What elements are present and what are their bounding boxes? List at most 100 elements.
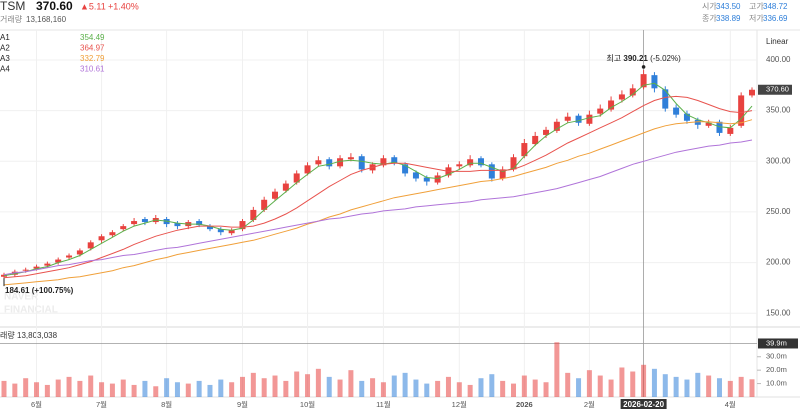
- candle-body: [326, 159, 333, 167]
- volume-bar: [337, 379, 343, 397]
- volume-bar: [294, 371, 300, 397]
- volume-bar: [239, 376, 245, 397]
- candle-body: [640, 74, 647, 88]
- volume-bar: [435, 380, 441, 397]
- crosshair-label-bg: [620, 399, 667, 409]
- x-tick-label: 10월: [300, 399, 315, 409]
- candle-body: [206, 226, 213, 230]
- candle-body: [196, 221, 203, 226]
- y-tick-label: 300.00: [766, 156, 791, 165]
- volume-bar: [565, 372, 571, 397]
- volume-bar: [12, 383, 18, 397]
- candle-body: [673, 107, 680, 115]
- scale-button[interactable]: Linear: [766, 37, 789, 46]
- high-annotation-change: (-5.02%): [650, 54, 681, 63]
- x-tick-label: 6월: [31, 399, 42, 409]
- volume-bar: [511, 383, 517, 397]
- stat-value: 336.69: [763, 14, 788, 23]
- volume-bar: [749, 379, 755, 397]
- x-tick-label: 7월: [96, 399, 107, 409]
- watermark: NAVER: [4, 292, 39, 303]
- crosshair-label: 2026-02-20: [623, 400, 664, 409]
- volume-bar: [619, 367, 625, 397]
- volume-bar: [142, 380, 148, 397]
- low-annotation-value: 184.61: [5, 286, 30, 295]
- candle-body: [217, 229, 224, 233]
- volume-tick-label: 10.0m: [766, 379, 787, 388]
- stat-value: 343.50: [716, 2, 741, 11]
- volume-bar: [315, 368, 321, 397]
- volume-bar: [131, 384, 137, 397]
- volume-bar: [684, 379, 690, 397]
- candle-body: [683, 113, 690, 121]
- candle-body: [131, 221, 138, 225]
- stat-value: 348.72: [763, 2, 788, 11]
- candle-body: [499, 169, 506, 179]
- candle-body: [575, 115, 582, 123]
- legend-name: A4: [0, 65, 10, 74]
- y-tick-label: 400.00: [766, 55, 791, 64]
- volume-pane-label: 래량: [0, 330, 15, 340]
- candle-body: [98, 236, 105, 241]
- volume-bar: [55, 379, 61, 397]
- ma-line: [3, 139, 753, 276]
- low-annotation-change: (+100.75%): [32, 286, 74, 295]
- legend-name: A2: [0, 44, 10, 53]
- volume-bar: [424, 383, 430, 397]
- volume-bar: [77, 380, 83, 397]
- candle-body: [315, 160, 322, 165]
- legend-value: 332.79: [80, 54, 105, 63]
- stat-label: 시가: [702, 2, 717, 11]
- candle-body: [749, 89, 755, 96]
- volume-label: 거래량: [0, 14, 23, 24]
- volume-bar: [608, 379, 614, 397]
- x-tick-label: 11월: [376, 399, 391, 409]
- volume-bar: [88, 375, 94, 397]
- volume-bar: [402, 372, 408, 397]
- volume-bar: [305, 374, 311, 397]
- candle-body: [228, 230, 235, 234]
- volume-bar: [630, 371, 636, 397]
- volume-bar: [641, 364, 647, 397]
- volume-bar: [185, 383, 191, 397]
- candle-body: [293, 173, 300, 183]
- volume-bar: [359, 380, 365, 397]
- x-tick-label: 2026: [516, 400, 533, 409]
- candle-body: [282, 183, 289, 191]
- volume-bar: [456, 382, 462, 397]
- volume-bar: [554, 342, 560, 397]
- candle-body: [87, 242, 94, 249]
- volume-bar: [164, 378, 170, 397]
- volume-bar: [34, 382, 40, 397]
- candle-body: [434, 175, 441, 183]
- candle-body: [727, 127, 734, 134]
- candle-body: [66, 255, 73, 258]
- ma-line: [3, 95, 753, 279]
- stat-label: 고가: [749, 2, 764, 11]
- candle-body: [456, 164, 463, 167]
- legend-name: A3: [0, 54, 10, 63]
- low-annotation: 184.61 (+100.75%): [5, 286, 74, 295]
- volume-bar: [445, 376, 451, 397]
- volume-bar: [586, 370, 592, 397]
- volume-bar: [229, 382, 235, 397]
- x-tick-label: 2월: [584, 399, 595, 409]
- candle-body: [33, 266, 40, 269]
- candle-body: [261, 199, 268, 210]
- volume-bar: [467, 384, 473, 397]
- volume-bar: [370, 378, 376, 397]
- volume-bar: [272, 375, 278, 397]
- high-annotation-value: 390.21: [623, 54, 648, 63]
- candle-body: [608, 100, 615, 110]
- candle-body: [586, 114, 593, 124]
- candle-body: [141, 219, 148, 223]
- volume-bar: [174, 382, 180, 397]
- volume-bar: [500, 380, 506, 397]
- volume-bar: [109, 383, 115, 397]
- volume-cursor-bg: [758, 338, 798, 349]
- candle-body: [120, 226, 127, 230]
- high-marker: [641, 65, 646, 69]
- candle-body: [488, 164, 495, 179]
- volume-bar: [651, 368, 657, 397]
- volume-cursor-label: 39.9m: [766, 338, 787, 347]
